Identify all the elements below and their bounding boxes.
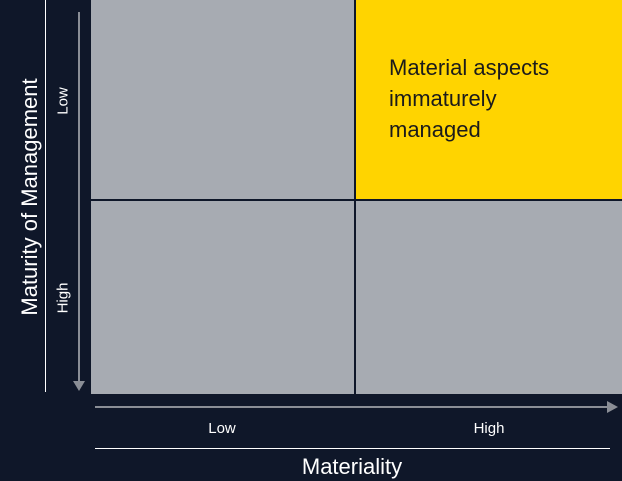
x-axis-rule bbox=[95, 448, 610, 449]
y-axis-title: Maturity of Management bbox=[17, 78, 42, 316]
quadrant-top-right-label: Material aspects immaturely managed bbox=[389, 55, 550, 142]
y-axis-arrow-head bbox=[73, 381, 85, 391]
x-axis-arrow-head bbox=[607, 401, 618, 413]
y-tick-low: Low bbox=[54, 87, 72, 115]
x-axis-title: Materiality bbox=[301, 454, 403, 479]
quadrant-bottom-left bbox=[91, 201, 354, 394]
quadrant-top-left bbox=[91, 0, 354, 199]
x-tick-low: Low bbox=[208, 420, 236, 437]
y-axis-rule bbox=[45, 0, 46, 392]
y-tick-high: High bbox=[54, 282, 72, 314]
x-tick-high: High bbox=[473, 420, 505, 437]
x-axis-arrow bbox=[95, 406, 610, 408]
y-axis-arrow bbox=[78, 12, 80, 384]
quadrant-top-right: Material aspects immaturely managed bbox=[356, 0, 622, 199]
quadrant-bottom-right bbox=[356, 201, 622, 394]
